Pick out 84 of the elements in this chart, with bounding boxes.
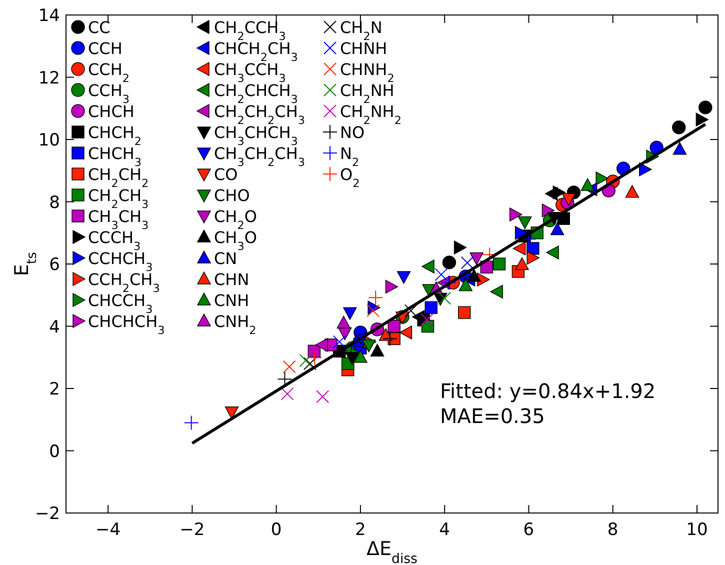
point	[518, 216, 532, 230]
point	[467, 269, 481, 282]
point	[672, 142, 687, 155]
point	[366, 304, 380, 318]
point	[316, 390, 330, 404]
point	[299, 354, 312, 367]
point	[354, 350, 368, 363]
point	[672, 120, 686, 134]
point	[580, 178, 594, 191]
point	[509, 208, 522, 222]
point	[343, 307, 357, 320]
point	[514, 226, 528, 240]
point	[396, 271, 411, 284]
point	[526, 250, 540, 265]
legend-label: CHN	[214, 270, 250, 289]
point	[542, 204, 555, 218]
x-tick-label: 8	[607, 520, 618, 540]
point	[698, 100, 712, 114]
point	[424, 301, 438, 314]
point	[336, 316, 350, 328]
point	[315, 338, 328, 352]
y-tick-label: 0	[49, 442, 60, 462]
legend-label: CC	[88, 18, 110, 37]
point	[454, 240, 467, 254]
legend-label: CNH$_{2}$	[214, 312, 256, 336]
point	[441, 275, 456, 290]
y-tick-label: 14	[38, 6, 60, 26]
x-tick-label: −4	[96, 520, 121, 540]
y-tick-label: 10	[38, 130, 60, 150]
point	[388, 320, 400, 333]
point	[368, 290, 384, 306]
point	[184, 415, 199, 430]
point	[562, 193, 576, 206]
point	[696, 112, 709, 126]
point	[458, 278, 472, 292]
point	[470, 252, 484, 266]
x-tick-label: 4	[439, 520, 450, 540]
point	[224, 406, 239, 420]
y-tick-label: 4	[49, 317, 60, 338]
point	[332, 335, 346, 348]
y-tick-label: 8	[49, 192, 60, 213]
point	[442, 256, 456, 270]
y-tick-label: 12	[38, 68, 60, 88]
annotation: Fitted: y=0.84x+1.92	[440, 379, 656, 403]
point	[625, 185, 640, 198]
point	[345, 352, 359, 365]
point	[382, 331, 398, 346]
point	[420, 313, 434, 326]
point	[385, 280, 398, 294]
point	[438, 292, 452, 305]
point	[546, 246, 559, 260]
point	[282, 360, 296, 374]
point	[422, 260, 434, 274]
legend-label: CCH	[88, 39, 122, 58]
point	[362, 340, 376, 352]
x-tick-label: 0	[270, 520, 282, 540]
point	[434, 268, 448, 282]
y-tick-label: −2	[34, 504, 60, 524]
annotation: MAE=0.35	[440, 404, 545, 428]
point	[515, 257, 529, 270]
point	[399, 326, 412, 340]
point	[458, 306, 471, 319]
x-tick-label: 2	[355, 520, 366, 540]
x-tick-label: 10	[686, 520, 708, 540]
y-tick-label: 2	[49, 380, 60, 400]
point	[596, 172, 608, 186]
x-axis-title: ΔE$_{diss}$	[366, 538, 418, 565]
point	[307, 350, 322, 366]
point	[492, 258, 506, 270]
point	[512, 242, 526, 256]
point	[639, 162, 652, 176]
point	[280, 387, 294, 400]
legend-label: CHO	[214, 186, 250, 205]
point	[490, 284, 503, 299]
x-tick-label: 6	[523, 520, 534, 540]
point	[303, 357, 316, 370]
y-tick-label: 6	[49, 255, 60, 275]
point	[550, 222, 564, 236]
point	[404, 304, 418, 318]
point	[370, 344, 384, 356]
point	[544, 186, 558, 201]
point	[460, 256, 474, 270]
x-tick-label: −2	[180, 520, 205, 540]
legend-label: CNH	[214, 291, 250, 310]
